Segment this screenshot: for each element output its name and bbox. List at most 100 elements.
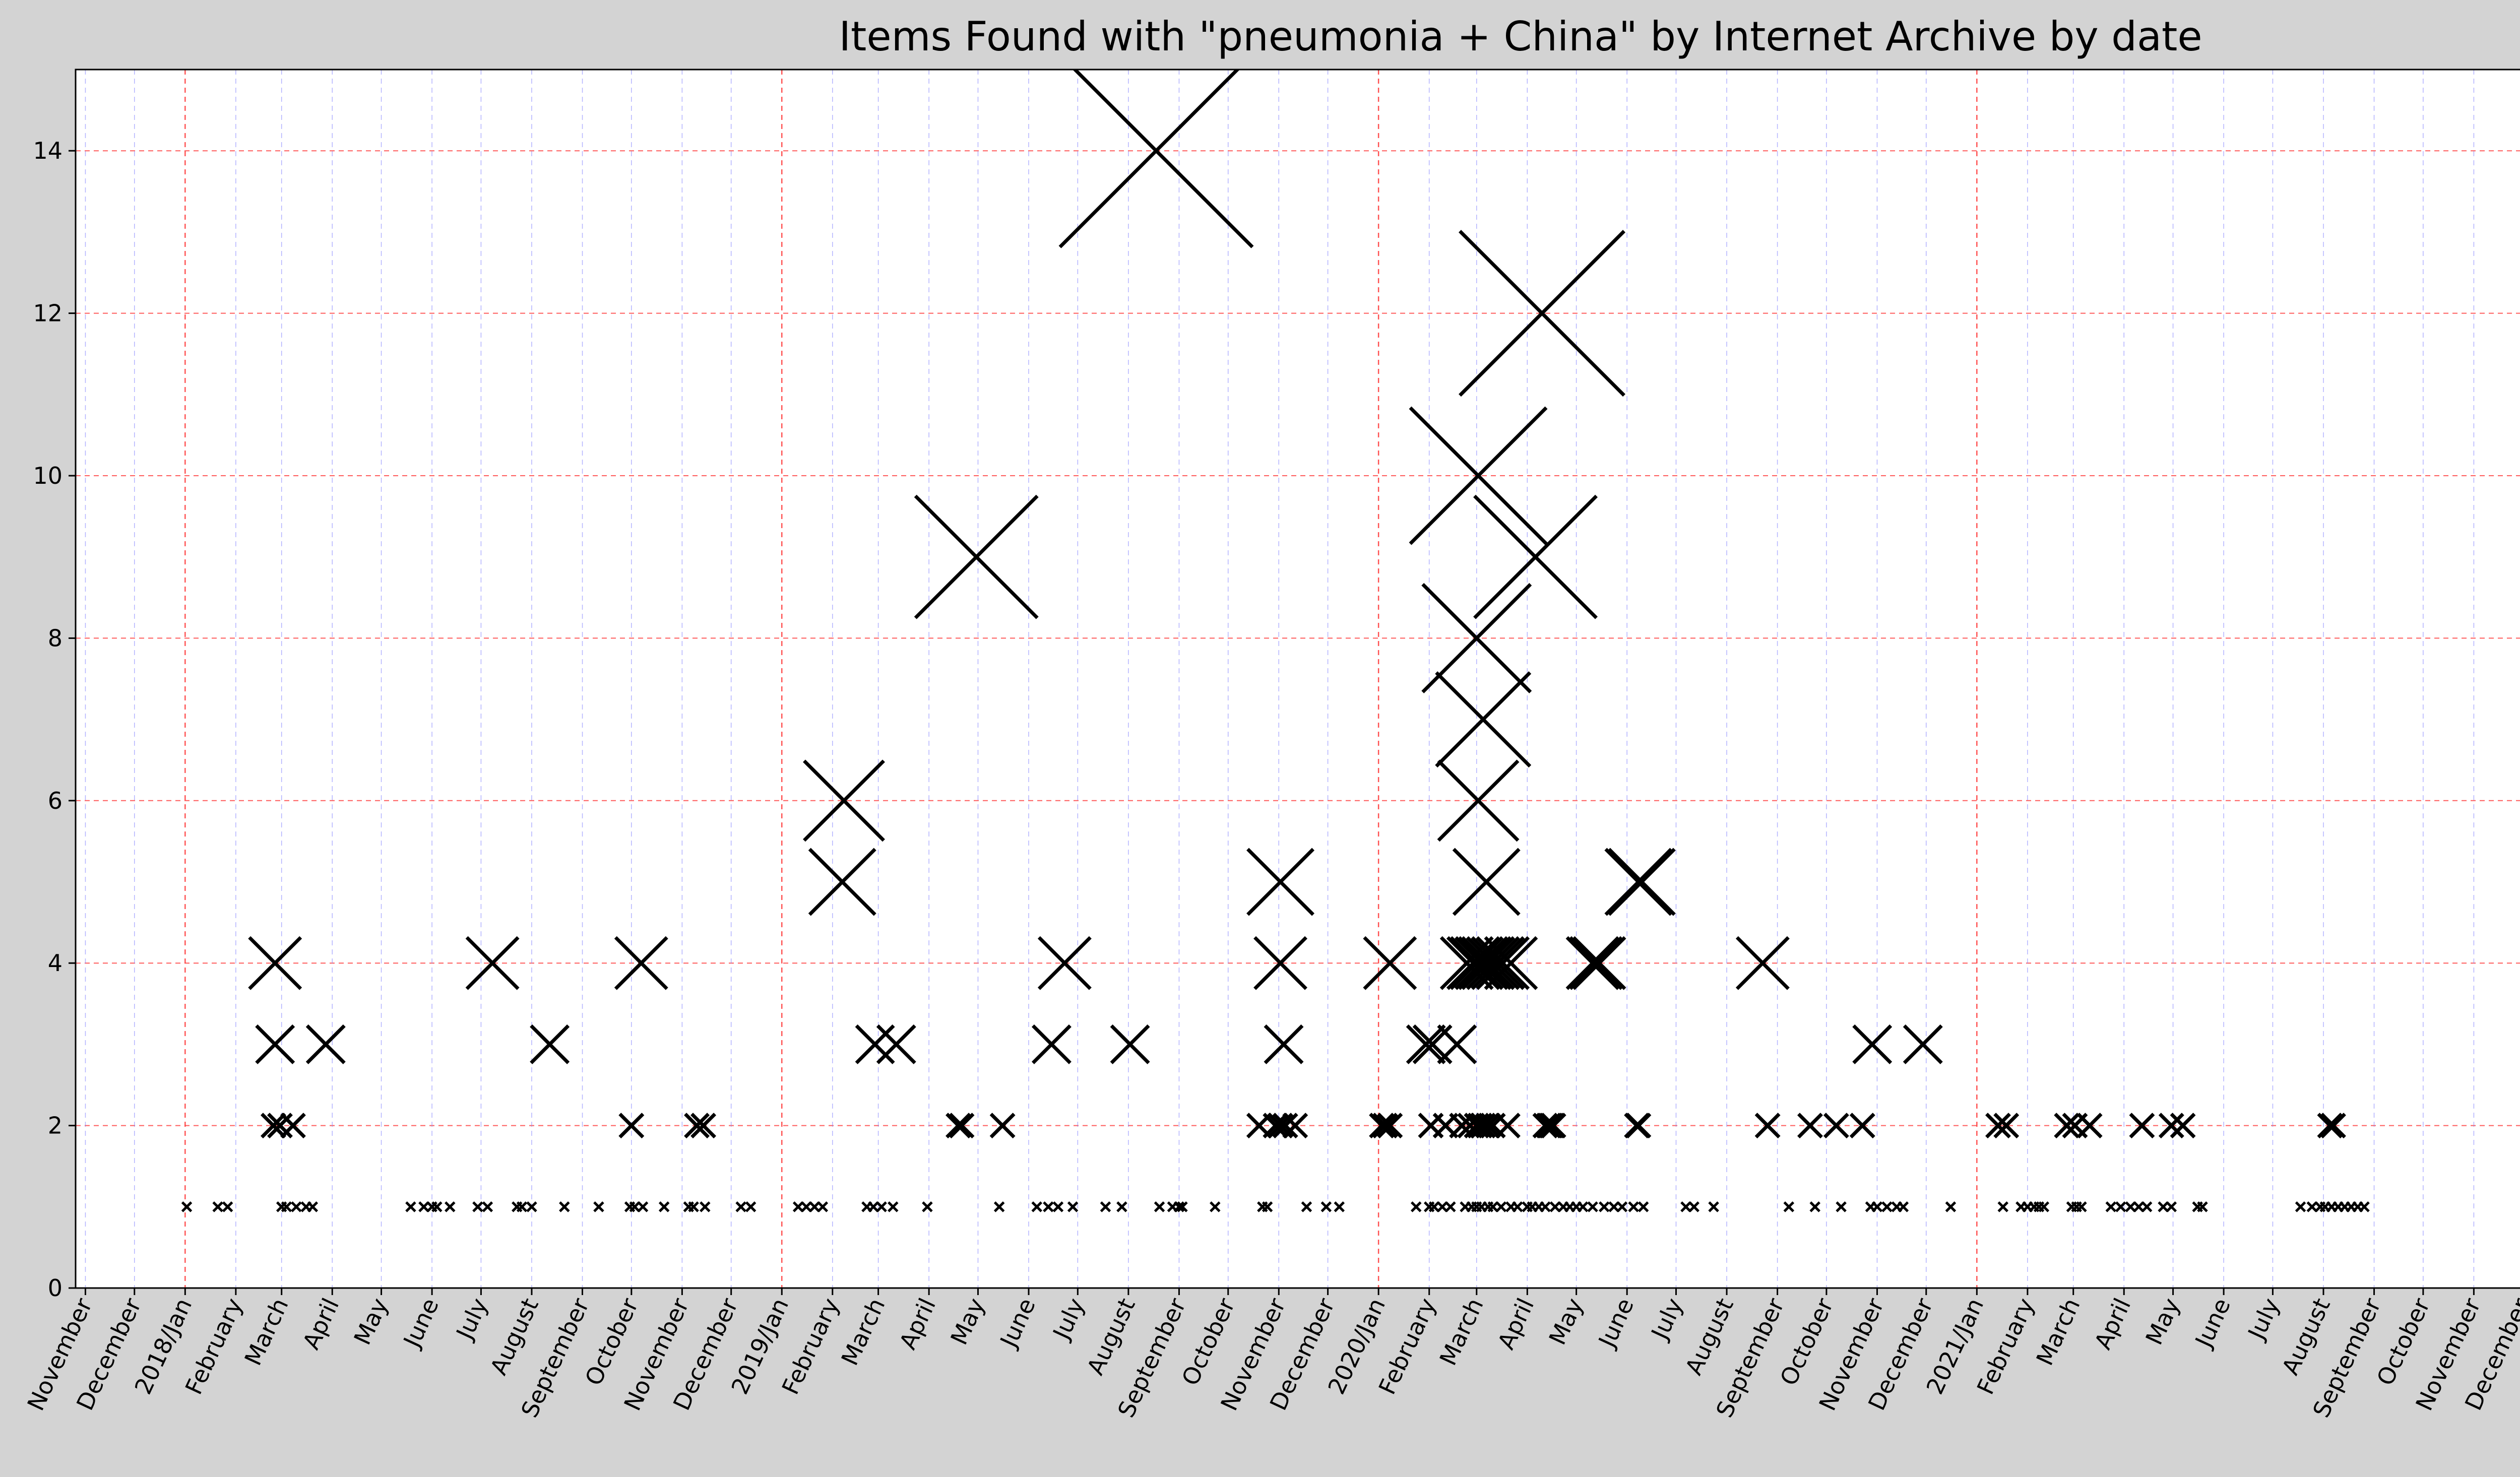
marker-stroke — [2054, 1113, 2080, 1139]
data-point-marker — [1437, 759, 1520, 842]
data-point-marker — [1436, 1201, 1448, 1212]
marker-stroke — [1058, 70, 1240, 248]
marker-stroke — [2320, 1113, 2346, 1139]
marker-stroke — [1177, 1201, 1188, 1212]
marker-stroke — [745, 1201, 757, 1212]
data-point-marker — [1264, 1024, 1304, 1064]
marker-stroke — [1452, 848, 1521, 916]
marker-stroke — [1577, 1201, 1589, 1212]
data-point-marker — [222, 1201, 233, 1212]
marker-stroke — [1459, 230, 1625, 397]
data-point-marker — [1587, 1201, 1598, 1212]
marker-stroke — [2076, 1201, 2087, 1212]
marker-stroke — [1487, 1201, 1498, 1212]
marker-stroke — [1262, 1201, 1273, 1212]
plot-frame — [75, 69, 2520, 1289]
marker-stroke — [1540, 1201, 1551, 1212]
data-point-marker — [1549, 1201, 1561, 1212]
marker-stroke — [1272, 1113, 1298, 1139]
marker-stroke — [431, 1201, 443, 1212]
marker-stroke — [1455, 936, 1508, 990]
data-point-marker — [1512, 1201, 1523, 1212]
marker-stroke — [465, 936, 520, 990]
data-point-marker — [1363, 936, 1417, 990]
marker-stroke — [1282, 1113, 1308, 1139]
marker-stroke — [516, 1201, 528, 1212]
data-point-marker — [1985, 1113, 2011, 1139]
data-point-marker — [1272, 1113, 1298, 1139]
data-point-marker — [530, 1024, 570, 1064]
data-point-marker — [593, 1201, 604, 1212]
marker-stroke — [1471, 936, 1525, 990]
marker-stroke — [1110, 1024, 1150, 1064]
data-point-marker — [888, 1201, 899, 1212]
marker-stroke — [1043, 1201, 1054, 1212]
data-point-marker — [1246, 848, 1315, 916]
marker-stroke — [2038, 1201, 2050, 1212]
marker-stroke — [2359, 1201, 2370, 1212]
data-point-marker — [989, 1113, 1016, 1139]
data-point-marker — [2320, 1113, 2346, 1139]
y-tick-label: 14 — [33, 137, 62, 164]
data-point-marker — [2133, 1201, 2145, 1212]
marker-stroke — [809, 1201, 820, 1212]
data-point-marker — [1452, 848, 1521, 916]
marker-stroke — [637, 1201, 649, 1212]
marker-stroke — [1599, 1201, 1610, 1212]
marker-stroke — [1253, 936, 1308, 990]
data-point-marker — [1100, 1201, 1111, 1212]
data-point-marker — [1616, 1201, 1628, 1212]
marker-stroke — [1428, 1201, 1440, 1212]
marker-stroke — [2125, 1201, 2136, 1212]
marker-stroke — [1461, 936, 1515, 990]
data-point-marker — [2115, 1201, 2126, 1212]
marker-stroke — [989, 1113, 1016, 1139]
data-point-marker — [280, 1113, 306, 1139]
data-point-marker — [1437, 1024, 1477, 1064]
data-point-marker — [1898, 1201, 1909, 1212]
marker-stroke — [1435, 671, 1532, 768]
marker-stroke — [808, 848, 876, 916]
data-point-marker — [735, 1201, 746, 1212]
data-point-marker — [1471, 936, 1525, 990]
marker-stroke — [1421, 583, 1532, 693]
data-point-marker — [2125, 1201, 2136, 1212]
data-point-marker — [1421, 583, 1532, 693]
data-point-marker — [1210, 1201, 1221, 1212]
marker-stroke — [1985, 1113, 2011, 1139]
marker-stroke — [792, 1201, 804, 1212]
marker-stroke — [1052, 1201, 1064, 1212]
data-point-marker — [922, 1201, 933, 1212]
data-point-marker — [1301, 1201, 1312, 1212]
data-point-marker — [307, 1201, 319, 1212]
marker-stroke — [405, 1201, 416, 1212]
data-point-marker — [700, 1201, 711, 1212]
marker-stroke — [1031, 1024, 1072, 1064]
data-point-marker — [1031, 1201, 1043, 1212]
marker-stroke — [2166, 1201, 2177, 1212]
data-point-marker — [1708, 1201, 1719, 1212]
marker-stroke — [1680, 1201, 1691, 1212]
data-point-marker — [1487, 1201, 1498, 1212]
marker-stroke — [1484, 936, 1538, 990]
data-point-marker — [248, 936, 302, 990]
plot-area — [76, 70, 2520, 1288]
data-point-marker — [1532, 1113, 1558, 1139]
data-point-marker — [1116, 1201, 1127, 1212]
marker-stroke — [614, 936, 668, 990]
data-point-marker — [418, 1201, 429, 1212]
marker-stroke — [1735, 936, 1790, 990]
data-point-marker — [1680, 1201, 1691, 1212]
marker-stroke — [1945, 1201, 1957, 1212]
marker-stroke — [1754, 1113, 1781, 1139]
marker-stroke — [1688, 1201, 1699, 1212]
marker-stroke — [1604, 848, 1673, 916]
data-point-marker — [1377, 1113, 1403, 1139]
data-point-marker — [1177, 1201, 1188, 1212]
data-point-marker — [2054, 1113, 2080, 1139]
data-point-marker — [1484, 936, 1538, 990]
data-point-marker — [637, 1201, 649, 1212]
marker-stroke — [1037, 936, 1092, 990]
marker-stroke — [255, 1024, 295, 1064]
marker-stroke — [1372, 1113, 1398, 1139]
